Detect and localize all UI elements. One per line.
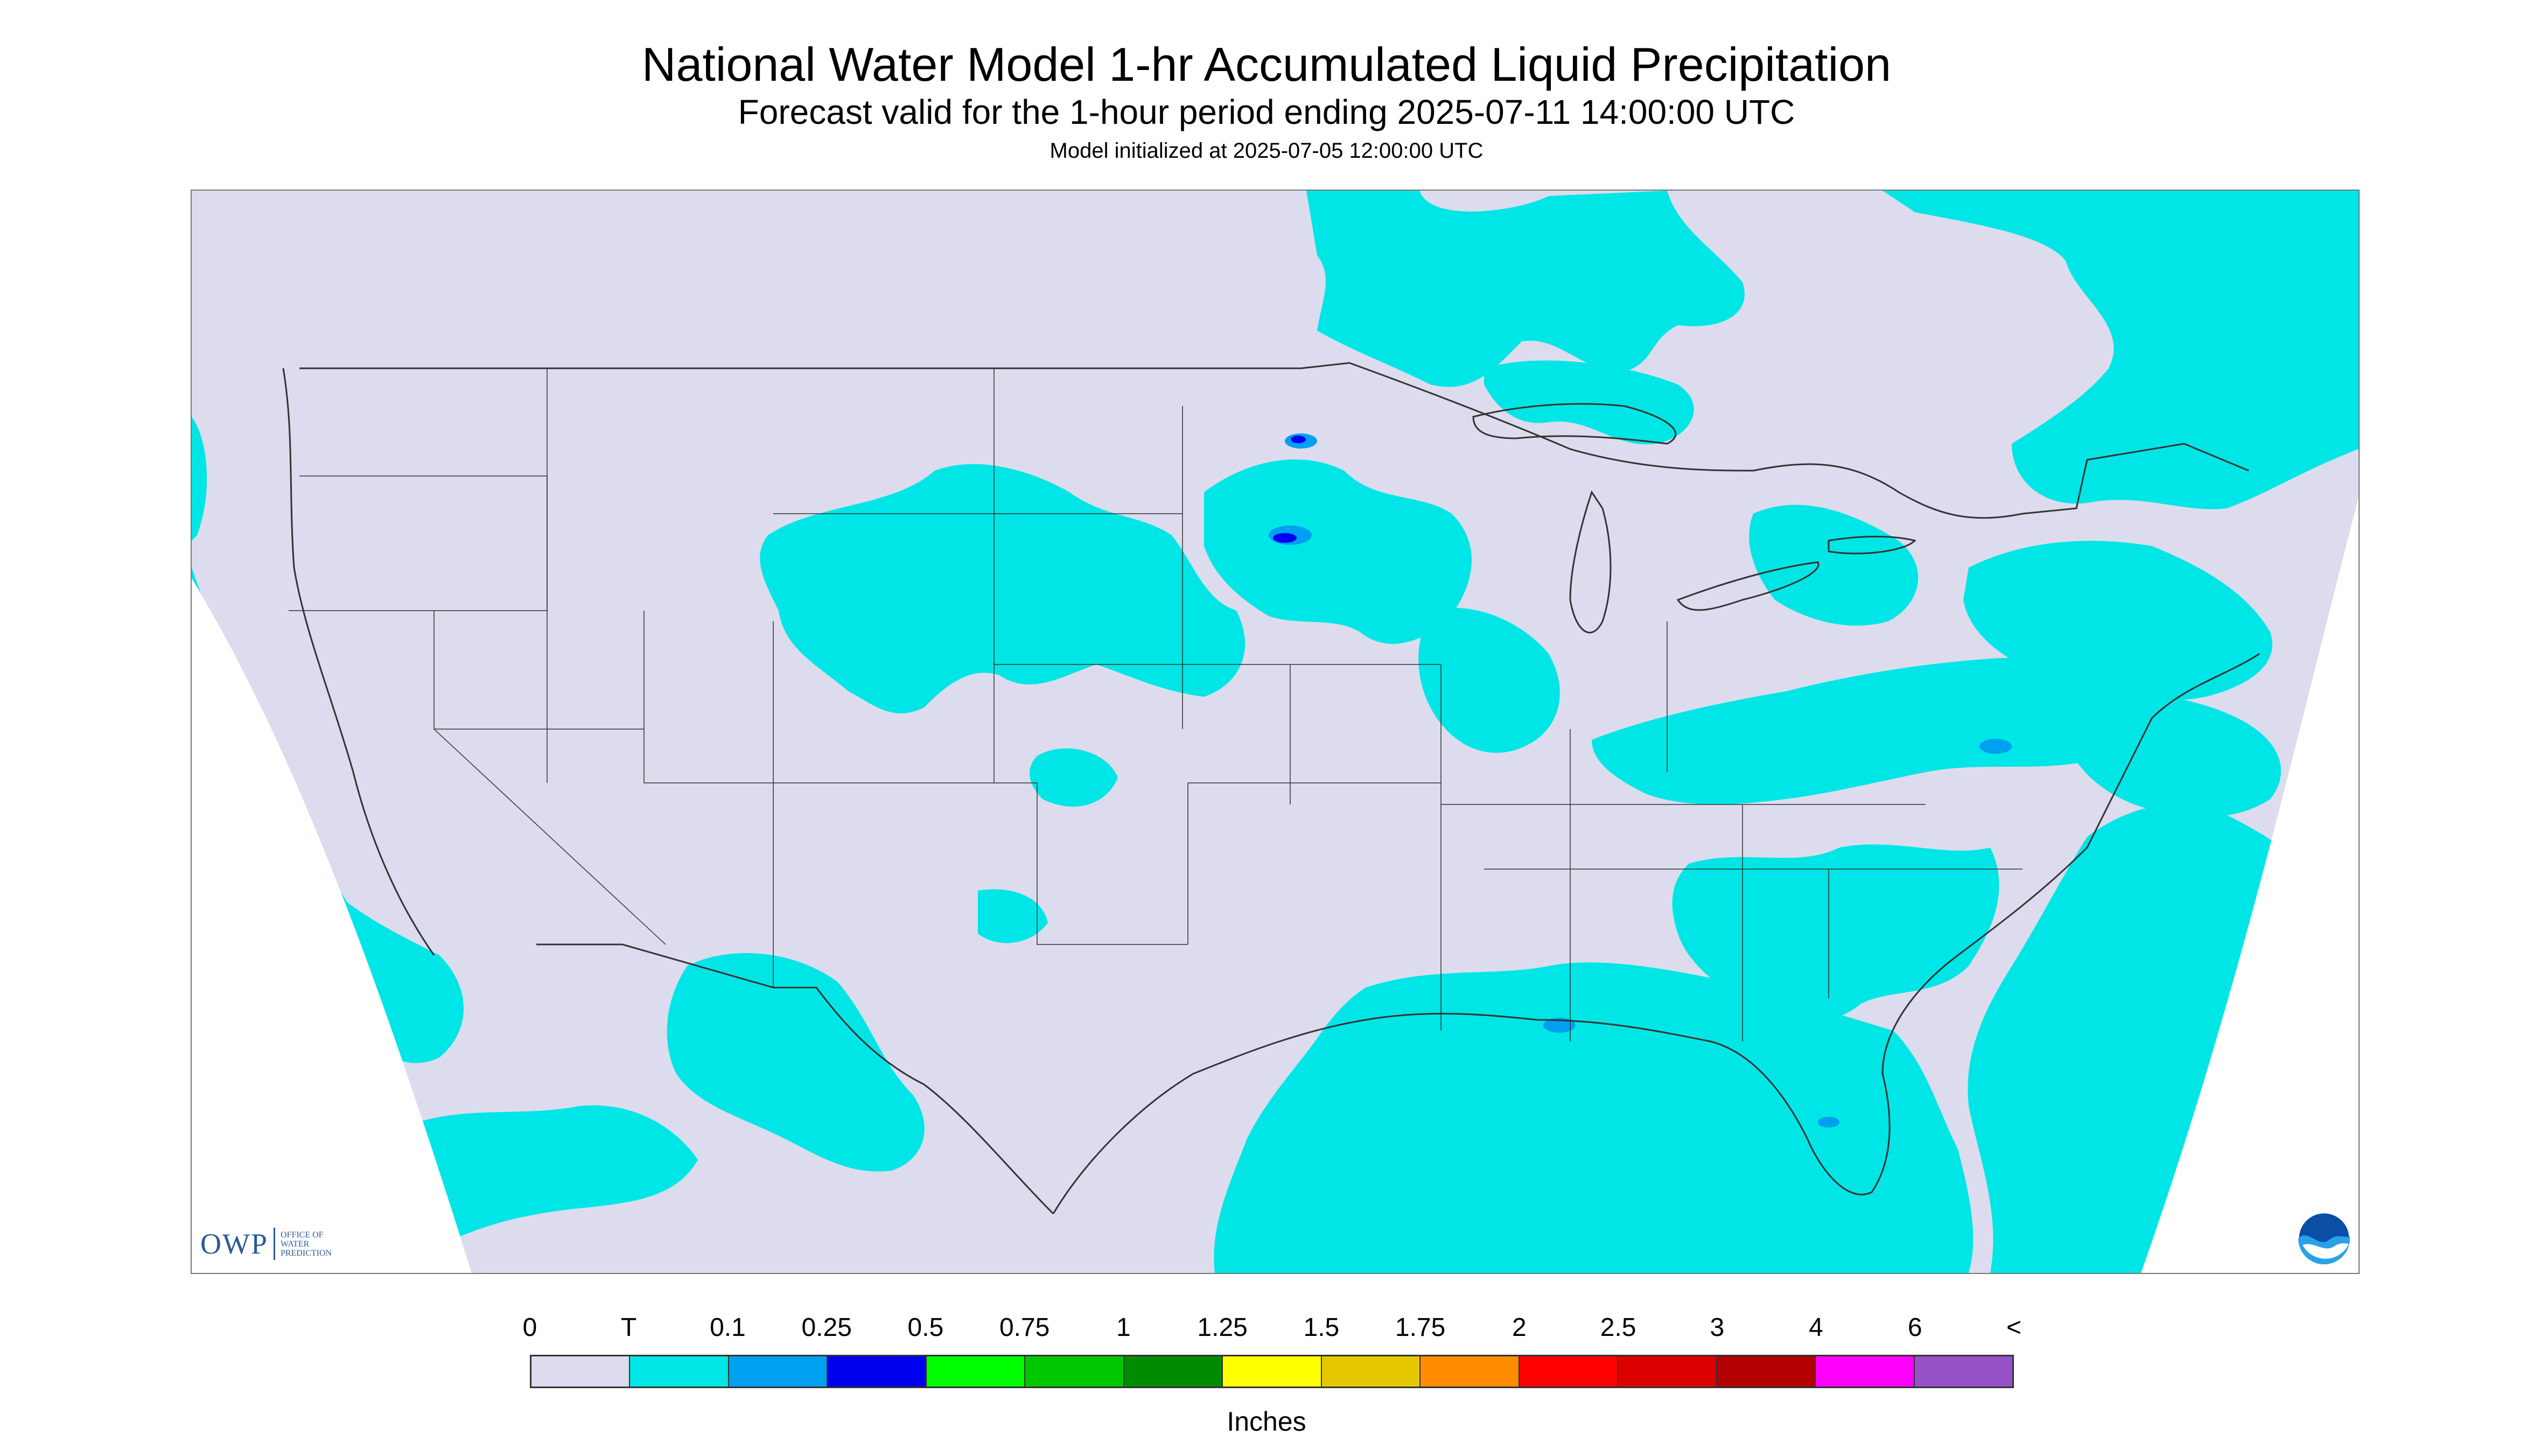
precip-heavy-areas	[1273, 436, 1306, 543]
legend-swatch	[926, 1356, 1026, 1387]
precip-pacific-nw	[192, 417, 207, 541]
legend-label: 1.75	[1395, 1313, 1446, 1342]
owp-logo-divider	[274, 1228, 275, 1260]
legend-label: 0.25	[801, 1313, 852, 1342]
precip-great-lakes-east	[1749, 505, 1919, 626]
noaa-logo	[2297, 1212, 2351, 1265]
precip-gulf-coast	[1214, 962, 1974, 1273]
precip-ontario	[1484, 360, 1694, 445]
legend-label: 1.5	[1303, 1313, 1340, 1342]
legend-swatch	[1816, 1356, 1915, 1387]
owp-logo-mark: OWP	[200, 1228, 268, 1260]
legend-swatch	[630, 1356, 729, 1387]
owp-logo: OWP OFFICE OF WATER PREDICTION	[200, 1222, 332, 1265]
political-boundaries	[282, 362, 2260, 1215]
legend-label: 0.5	[907, 1313, 944, 1342]
map-canvas	[192, 191, 2359, 1273]
precip-ohio-valley	[1592, 657, 2148, 804]
legend-swatch	[1124, 1356, 1223, 1387]
gulf-coastline	[1052, 653, 2260, 1214]
lake-michigan	[1569, 490, 1612, 634]
legend-swatch	[1618, 1356, 1717, 1387]
precip-southeast	[1672, 844, 1999, 1023]
precipitation-map: OWP OFFICE OF WATER PREDICTION	[191, 190, 2360, 1274]
legend-swatch	[1321, 1356, 1421, 1387]
legend-swatch	[1025, 1356, 1124, 1387]
legend-label: 3	[1710, 1313, 1725, 1342]
precip-canada-north	[1306, 191, 1745, 387]
legend-label: T	[621, 1313, 637, 1342]
us-west-coast	[282, 368, 435, 956]
owp-logo-text: OFFICE OF WATER PREDICTION	[281, 1230, 332, 1258]
legend-labels: 0 T 0.1 0.25 0.5 0.75 1 1.25 1.5 1.75 2 2.5 3 4 6 <	[523, 1313, 2021, 1345]
precip-moderate-fl	[1818, 1117, 1839, 1128]
off-domain-right	[2141, 498, 2359, 1273]
legend-label: 2.5	[1600, 1313, 1636, 1342]
precip-mexico-west	[414, 1105, 698, 1246]
legend-swatch	[828, 1356, 927, 1387]
legend-swatch	[531, 1356, 631, 1387]
legend-swatch	[1421, 1356, 1520, 1387]
legend-label: 2	[1512, 1313, 1527, 1342]
legend-label: 6	[1907, 1313, 1922, 1342]
legend-swatch	[1717, 1356, 1816, 1387]
legend-swatch	[1223, 1356, 1322, 1387]
legend-label: <	[2006, 1313, 2022, 1342]
precip-mid-atlantic	[2066, 694, 2281, 817]
lake-erie	[1676, 561, 1820, 611]
precip-moderate-gulf	[1543, 1018, 1576, 1033]
state-boundaries	[289, 368, 2023, 1041]
legend-colorbar	[530, 1355, 2014, 1388]
legend-units: Inches	[1227, 1406, 1306, 1437]
legend-label: 0.1	[710, 1313, 746, 1342]
precip-quebec-east	[1883, 191, 2359, 509]
precip-legend: 0 T 0.1 0.25 0.5 0.75 1 1.25 1.5 1.75 2 2.5 3 4 6 <	[523, 1313, 2021, 1388]
precip-mexico-north	[667, 953, 925, 1172]
off-domain-left	[192, 578, 472, 1273]
us-canada-border	[299, 362, 2249, 519]
precip-northern-plains	[760, 464, 1245, 713]
precip-heavy-mn-2	[1291, 436, 1306, 443]
legend-label: 1	[1116, 1313, 1131, 1342]
precip-nm	[978, 889, 1048, 943]
map-subtitle: Forecast valid for the 1-hour period end…	[738, 93, 1795, 131]
legend-label: 1.25	[1197, 1313, 1248, 1342]
precip-upper-midwest	[1204, 459, 1472, 644]
legend-label: 0	[522, 1313, 537, 1342]
legend-label: 0.75	[999, 1313, 1050, 1342]
precip-wisconsin	[1418, 607, 1560, 753]
legend-swatch	[1914, 1356, 2013, 1387]
us-mexico-border	[536, 943, 1054, 1215]
model-init-line: Model initialized at 2025-07-05 12:00:00…	[1049, 139, 1484, 163]
legend-swatch	[1519, 1356, 1619, 1387]
precip-trace-areas	[192, 191, 2359, 1273]
precip-heavy-mn	[1273, 533, 1297, 543]
lake-superior	[1472, 403, 1677, 445]
map-title: National Water Model 1-hr Accumulated Li…	[641, 38, 1892, 91]
precip-moderate-dc	[1979, 739, 2012, 754]
legend-label: 4	[1809, 1313, 1823, 1342]
precip-northeast	[1963, 541, 2272, 701]
legend-swatch	[729, 1356, 828, 1387]
precip-south-plains	[1030, 748, 1118, 807]
lake-ontario	[1828, 536, 1916, 555]
